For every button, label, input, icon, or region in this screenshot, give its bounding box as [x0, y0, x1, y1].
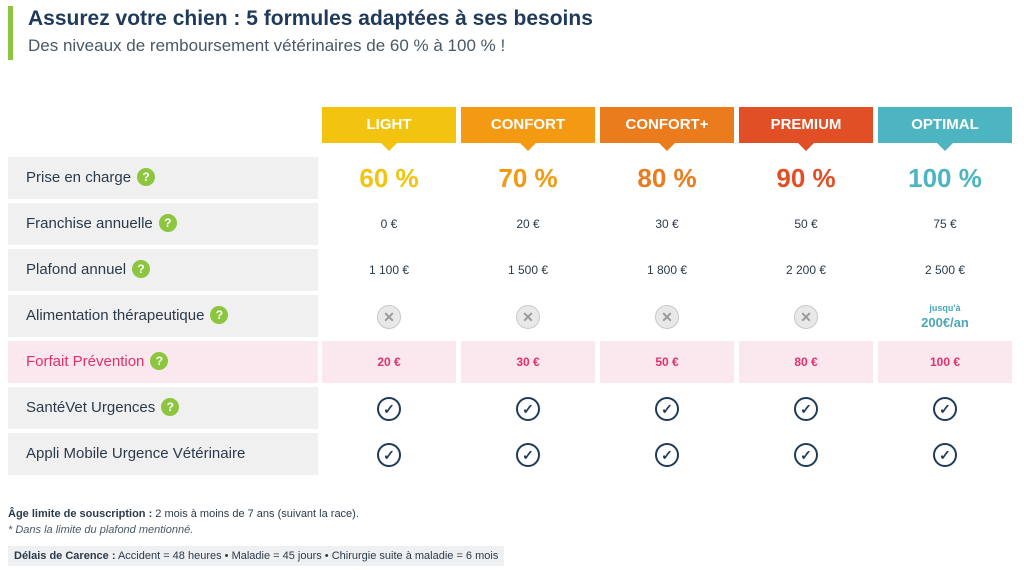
row-franchise-annuelle: Franchise annuelle? 0 € 20 € 30 € 50 € 7… [8, 203, 1013, 245]
pct-confort: 70 % [498, 163, 558, 193]
value-cell: 75 € [933, 217, 957, 231]
not-included-cell: ✕ [322, 295, 456, 337]
not-included-cell: ✕ [600, 295, 734, 337]
check-circle-icon: ✓ [655, 396, 679, 421]
jusqua-label: jusqu'à [929, 303, 961, 313]
x-circle-icon: ✕ [377, 304, 401, 329]
plan-header-confort[interactable]: CONFORT [461, 107, 595, 151]
included-cell: ✓ [600, 387, 734, 429]
row-alimentation-therapeutique: Alimentation thérapeutique? ✕ ✕ ✕ ✕ jusq… [8, 295, 1013, 337]
question-icon[interactable]: ? [137, 167, 156, 186]
not-included-cell: ✕ [461, 295, 595, 337]
included-cell: ✓ [739, 433, 873, 475]
row-label: Alimentation thérapeutique? [8, 295, 318, 337]
included-cell: ✓ [322, 387, 456, 429]
pct-light: 60 % [359, 163, 419, 193]
check-circle-icon: ✓ [516, 396, 540, 421]
check-circle-icon: ✓ [655, 442, 679, 467]
value-cell: 2 200 € [785, 263, 827, 277]
check-circle-icon: ✓ [794, 442, 818, 467]
x-circle-icon: ✕ [655, 304, 679, 329]
value-cell: 20 € [322, 341, 456, 383]
row-appli-mobile: Appli Mobile Urgence Vétérinaire ✓ ✓ ✓ ✓… [8, 433, 1013, 475]
included-cell: ✓ [322, 433, 456, 475]
check-circle-icon: ✓ [516, 442, 540, 467]
included-cell: ✓ [461, 433, 595, 475]
page-header: Assurez votre chien : 5 formules adaptée… [8, 6, 593, 60]
row-santevet-urgences: SantéVet Urgences? ✓ ✓ ✓ ✓ ✓ [8, 387, 1013, 429]
value-cell: 1 800 € [646, 263, 688, 277]
value-cell: 80 € [739, 341, 873, 383]
pct-premium: 90 % [776, 163, 836, 193]
included-cell: ✓ [878, 433, 1012, 475]
page-title: Assurez votre chien : 5 formules adaptée… [28, 7, 593, 30]
value-cell: 20 € [516, 217, 540, 231]
value-cell: 30 € [655, 217, 679, 231]
question-icon[interactable]: ? [132, 259, 151, 278]
value-cell: 1 500 € [507, 263, 549, 277]
question-icon[interactable]: ? [210, 305, 229, 324]
row-label: Franchise annuelle? [8, 203, 318, 245]
pct-confort-plus: 80 % [637, 163, 697, 193]
page-subtitle: Des niveaux de remboursement vétérinaire… [28, 36, 506, 55]
question-icon[interactable]: ? [161, 397, 180, 416]
alimentation-optimal-cell: jusqu'à 200€/an [878, 295, 1012, 337]
footer-notes: Âge limite de souscription : 2 mois à mo… [8, 506, 505, 566]
question-icon[interactable]: ? [158, 213, 177, 232]
plafond-note: * Dans la limite du plafond mentionné. [8, 524, 194, 536]
plan-header-premium[interactable]: PREMIUM [739, 107, 873, 151]
check-circle-icon: ✓ [377, 442, 401, 467]
row-label: Appli Mobile Urgence Vétérinaire [8, 433, 318, 475]
row-forfait-prevention: Forfait Prévention? 20 € 30 € 50 € 80 € … [8, 341, 1013, 383]
check-circle-icon: ✓ [794, 396, 818, 421]
included-cell: ✓ [461, 387, 595, 429]
row-label: Plafond annuel? [8, 249, 318, 291]
value-cell: 30 € [461, 341, 595, 383]
value-cell: 50 € [794, 217, 818, 231]
plan-header-optimal[interactable]: OPTIMAL [878, 107, 1012, 151]
plan-header-light[interactable]: LIGHT [322, 107, 456, 151]
row-label: Forfait Prévention? [8, 341, 318, 383]
plan-header-confort-plus[interactable]: CONFORT+ [600, 107, 734, 151]
value-cell: 100 € [878, 341, 1012, 383]
row-plafond-annuel: Plafond annuel? 1 100 € 1 500 € 1 800 € … [8, 249, 1013, 291]
value-cell: 50 € [600, 341, 734, 383]
not-included-cell: ✕ [739, 295, 873, 337]
question-icon[interactable]: ? [150, 351, 169, 370]
value-cell: 0 € [380, 217, 398, 231]
check-circle-icon: ✓ [933, 442, 957, 467]
check-circle-icon: ✓ [933, 396, 957, 421]
age-limit: Âge limite de souscription : 2 mois à mo… [8, 508, 359, 520]
check-circle-icon: ✓ [377, 396, 401, 421]
row-prise-en-charge: Prise en charge? 60 % 70 % 80 % 90 % 100… [8, 157, 1013, 199]
value-cell: 2 500 € [924, 263, 966, 277]
pct-optimal: 100 % [908, 163, 982, 193]
row-label: Prise en charge? [8, 157, 318, 199]
row-label: SantéVet Urgences? [8, 387, 318, 429]
included-cell: ✓ [739, 387, 873, 429]
x-circle-icon: ✕ [516, 304, 540, 329]
included-cell: ✓ [600, 433, 734, 475]
included-cell: ✓ [878, 387, 1012, 429]
x-circle-icon: ✕ [794, 304, 818, 329]
value-cell: 1 100 € [368, 263, 410, 277]
carence-box: Délais de Carence : Accident = 48 heures… [8, 546, 505, 566]
alimentation-amount: 200€/an [921, 315, 969, 330]
